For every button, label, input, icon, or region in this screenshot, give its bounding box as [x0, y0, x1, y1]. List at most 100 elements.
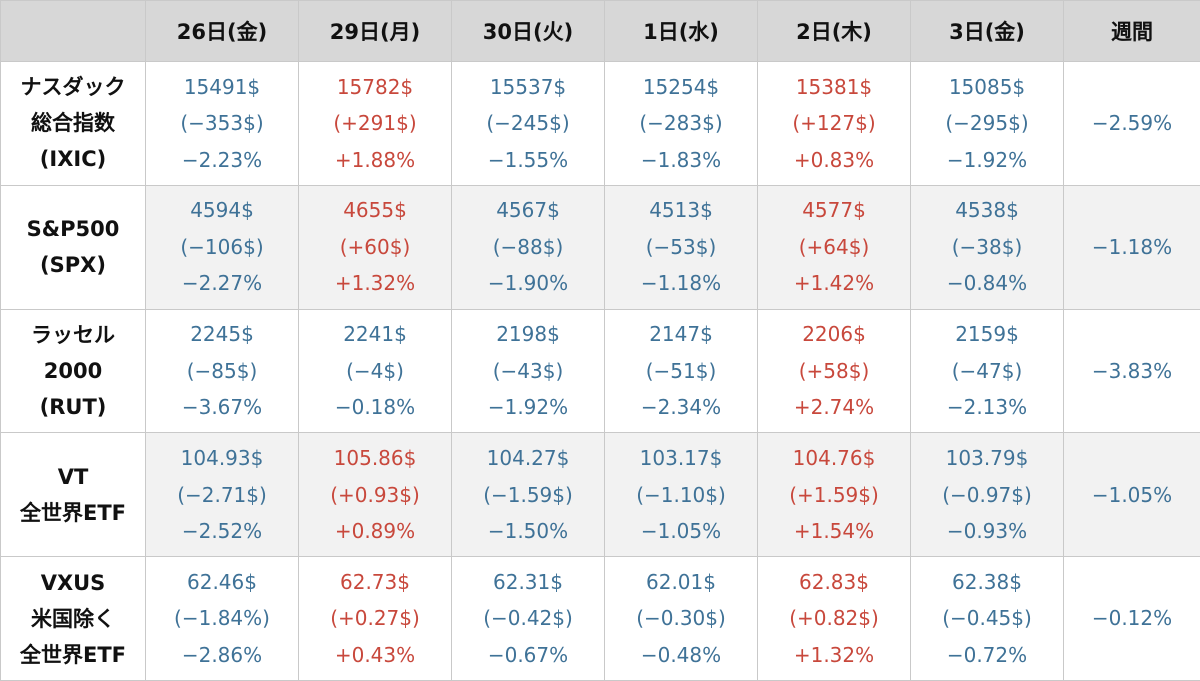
percent-change-value: +1.54%	[793, 519, 875, 544]
price-value: 4594$	[190, 198, 254, 223]
day-value-cell: 104.93$ (−2.71$) −2.52%	[145, 432, 299, 558]
day-value-cell: 62.38$ (−0.45$) −0.72%	[910, 556, 1064, 681]
day-header-2: 30日(火)	[451, 0, 605, 62]
day-value-cell: 104.76$ (+1.59$) +1.54%	[757, 432, 911, 558]
percent-change-value: −2.52%	[181, 519, 263, 544]
percent-change-value: −1.92%	[487, 395, 569, 420]
day-header-4: 2日(木)	[757, 0, 911, 62]
percent-change-value: +1.32%	[334, 271, 416, 296]
table-row: ナスダック 総合指数 (IXIC) 15491$ (−353$) −2.23% 15782$…	[0, 61, 1200, 186]
change-value: (+1.59$)	[789, 482, 879, 507]
percent-change-value: +0.89%	[334, 519, 416, 544]
index-name-line: ナスダック	[20, 75, 126, 100]
change-value: (−88$)	[492, 234, 564, 259]
price-value: 15381$	[795, 74, 873, 99]
day-value-cell: 4538$ (−38$) −0.84%	[910, 184, 1064, 310]
change-value: (+0.93$)	[330, 482, 420, 507]
percent-change-value: +1.42%	[793, 271, 875, 296]
weekly-change-cell: −3.83%	[1063, 308, 1200, 434]
day-value-cell: 15537$ (−245$) −1.55%	[451, 61, 605, 186]
price-value: 4655$	[343, 198, 407, 223]
change-value: (+291$)	[333, 111, 417, 136]
price-value: 62.46$	[187, 569, 257, 594]
price-value: 2147$	[649, 322, 713, 347]
price-value: 62.38$	[952, 569, 1022, 594]
day-value-cell: 4594$ (−106$) −2.27%	[145, 184, 299, 310]
percent-change-value: −1.55%	[487, 147, 569, 172]
change-value: (+64$)	[798, 234, 870, 259]
percent-change-value: +1.32%	[793, 642, 875, 667]
price-value: 15254$	[642, 74, 720, 99]
weekly-change-value: −2.59%	[1091, 111, 1173, 136]
price-value: 4577$	[802, 198, 866, 223]
weekly-change-value: −0.12%	[1091, 606, 1173, 631]
weekly-change-cell: −2.59%	[1063, 61, 1200, 186]
day-value-cell: 15491$ (−353$) −2.23%	[145, 61, 299, 186]
percent-change-value: −1.83%	[640, 147, 722, 172]
percent-change-value: −0.18%	[334, 395, 416, 420]
weekly-change-value: −3.83%	[1091, 358, 1173, 383]
price-value: 62.73$	[340, 569, 410, 594]
change-value: (+0.82$)	[789, 606, 879, 631]
change-value: (+127$)	[792, 111, 876, 136]
day-value-cell: 62.83$ (+0.82$) +1.32%	[757, 556, 911, 681]
change-value: (+0.27$)	[330, 606, 420, 631]
price-value: 104.76$	[792, 446, 876, 471]
change-value: (−353$)	[180, 111, 264, 136]
price-value: 15537$	[489, 74, 567, 99]
price-value: 105.86$	[333, 446, 417, 471]
day-value-cell: 62.46$ (−1.84%) −2.86%	[145, 556, 299, 681]
price-value: 62.31$	[493, 569, 563, 594]
percent-change-value: −0.93%	[946, 519, 1028, 544]
day-value-cell: 103.79$ (−0.97$) −0.93%	[910, 432, 1064, 558]
percent-change-value: +0.83%	[793, 147, 875, 172]
change-value: (−0.45$)	[942, 606, 1032, 631]
percent-change-value: −2.34%	[640, 395, 722, 420]
table-row: S&P500 (SPX) 4594$ (−106$) −2.27% 4655$ (+60$)…	[0, 184, 1200, 310]
percent-change-value: −1.92%	[946, 147, 1028, 172]
percent-change-value: −0.67%	[487, 642, 569, 667]
change-value: (−4$)	[346, 358, 404, 383]
change-value: (−0.97$)	[942, 482, 1032, 507]
day-value-cell: 62.31$ (−0.42$) −0.67%	[451, 556, 605, 681]
index-name-cell: VT 全世界ETF	[0, 432, 146, 558]
index-name-line: 2000	[43, 358, 103, 383]
price-value: 104.93$	[180, 446, 264, 471]
price-value: 15491$	[183, 74, 261, 99]
day-value-cell: 15381$ (+127$) +0.83%	[757, 61, 911, 186]
change-value: (+58$)	[798, 358, 870, 383]
day-value-cell: 104.27$ (−1.59$) −1.50%	[451, 432, 605, 558]
price-value: 104.27$	[486, 446, 570, 471]
weekly-change-cell: −1.05%	[1063, 432, 1200, 558]
day-value-cell: 2206$ (+58$) +2.74%	[757, 308, 911, 434]
change-value: (−0.42$)	[483, 606, 573, 631]
weekly-change-value: −1.18%	[1091, 234, 1173, 259]
percent-change-value: −0.84%	[946, 271, 1028, 296]
change-value: (−245$)	[486, 111, 570, 136]
day-value-cell: 4577$ (+64$) +1.42%	[757, 184, 911, 310]
percent-change-value: +0.43%	[334, 642, 416, 667]
change-value: (−1.84%)	[174, 606, 270, 631]
index-name-line: (IXIC)	[39, 147, 107, 172]
index-name-line: (SPX)	[40, 253, 106, 278]
day-value-cell: 2245$ (−85$) −3.67%	[145, 308, 299, 434]
change-value: (−53$)	[645, 234, 717, 259]
percent-change-value: +2.74%	[793, 395, 875, 420]
price-value: 15085$	[948, 74, 1026, 99]
weekly-header: 週間	[1063, 0, 1200, 62]
day-header-5: 3日(金)	[910, 0, 1064, 62]
price-value: 2206$	[802, 322, 866, 347]
index-name-cell: VXUS 米国除く 全世界ETF	[0, 556, 146, 681]
day-value-cell: 62.01$ (−0.30$) −0.48%	[604, 556, 758, 681]
day-header-1: 29日(月)	[298, 0, 452, 62]
change-value: (−2.71$)	[177, 482, 267, 507]
percent-change-value: −1.05%	[640, 519, 722, 544]
weekly-change-cell: −0.12%	[1063, 556, 1200, 681]
day-header-0: 26日(金)	[145, 0, 299, 62]
table-row: ラッセル 2000 (RUT) 2245$ (−85$) −3.67% 2241$ (−4$)…	[0, 308, 1200, 434]
header-row: 26日(金) 29日(月) 30日(火) 1日(水) 2日(木) 3日(金) 週…	[0, 0, 1200, 62]
change-value: (−38$)	[951, 234, 1023, 259]
index-name-line: (RUT)	[39, 394, 107, 419]
change-value: (−295$)	[945, 111, 1029, 136]
